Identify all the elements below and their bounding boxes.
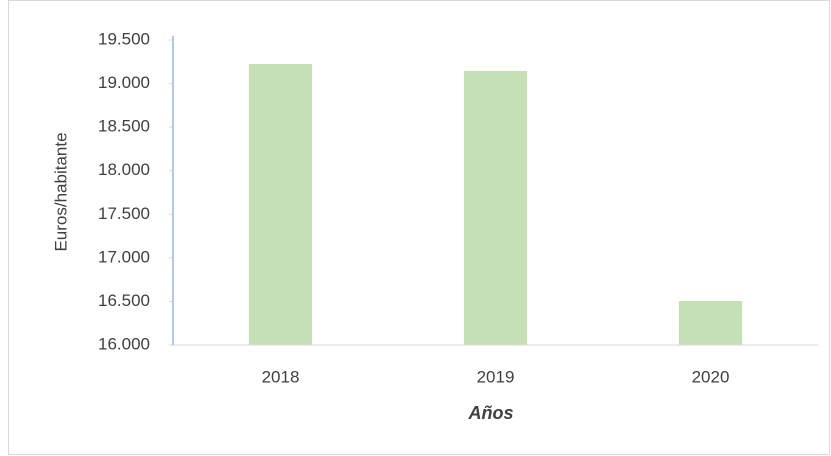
- y-tick-label: 16.500: [98, 291, 150, 310]
- y-tick-label: 17.500: [98, 204, 150, 223]
- x-tick-label: 2018: [262, 367, 300, 386]
- bar: [248, 63, 313, 345]
- bar: [463, 70, 528, 345]
- y-tick-label: 18.000: [98, 160, 150, 179]
- chart-border: [8, 0, 830, 455]
- bar: [678, 300, 743, 345]
- y-tick-label: 18.500: [98, 117, 150, 136]
- x-axis-title: Años: [468, 403, 514, 423]
- y-tick-label: 19.500: [98, 29, 150, 48]
- y-tick-label: 17.000: [98, 247, 150, 266]
- x-tick-label: 2020: [692, 367, 730, 386]
- y-tick-label: 16.000: [98, 334, 150, 353]
- y-tick-label: 19.000: [98, 73, 150, 92]
- x-tick-label: 2019: [477, 367, 515, 386]
- y-axis-title: Euros/habitante: [51, 132, 70, 251]
